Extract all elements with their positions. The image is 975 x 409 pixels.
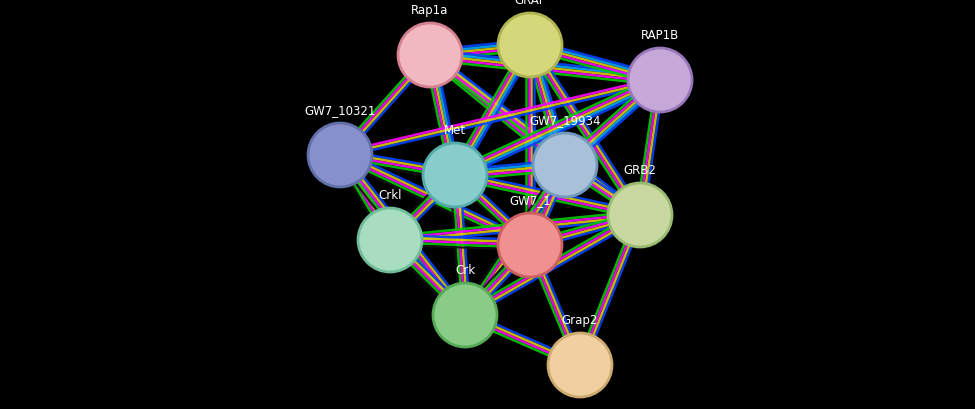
- Text: GRB2: GRB2: [624, 164, 656, 177]
- Circle shape: [358, 208, 422, 272]
- Circle shape: [308, 123, 372, 187]
- Text: GW7_1: GW7_1: [509, 194, 551, 207]
- Circle shape: [498, 13, 562, 77]
- Text: GW7_19934: GW7_19934: [529, 114, 601, 127]
- Circle shape: [628, 48, 692, 112]
- Text: Grap2: Grap2: [562, 314, 599, 327]
- Circle shape: [548, 333, 612, 397]
- Circle shape: [398, 23, 462, 87]
- Text: Met: Met: [444, 124, 466, 137]
- Text: Rap1a: Rap1a: [411, 4, 448, 17]
- Text: Crkl: Crkl: [378, 189, 402, 202]
- Circle shape: [608, 183, 672, 247]
- Circle shape: [498, 213, 562, 277]
- Circle shape: [423, 143, 487, 207]
- Circle shape: [433, 283, 497, 347]
- Text: GRAP: GRAP: [514, 0, 546, 7]
- Circle shape: [533, 133, 597, 197]
- Text: Crk: Crk: [455, 264, 475, 277]
- Text: GW7_10321: GW7_10321: [304, 104, 375, 117]
- Text: RAP1B: RAP1B: [641, 29, 680, 42]
